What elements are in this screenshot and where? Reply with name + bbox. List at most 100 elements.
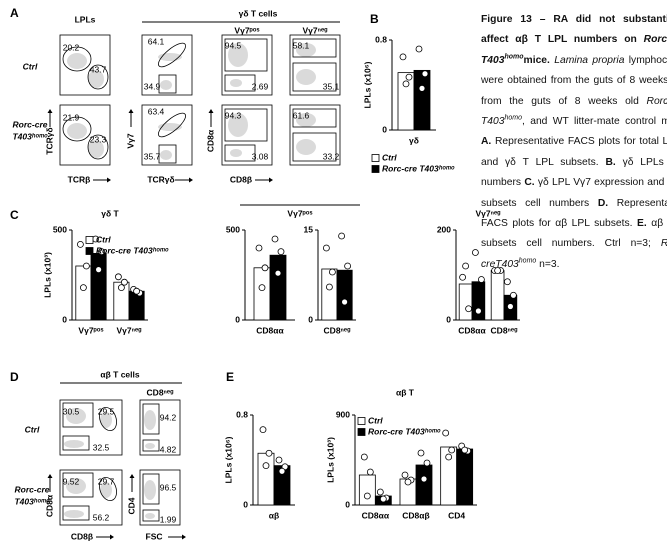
- cell-population: [88, 140, 104, 158]
- column-header: αβ T cells: [100, 369, 140, 379]
- gate: [62, 435, 90, 451]
- bar: [321, 268, 338, 321]
- legend-swatch: [357, 428, 366, 436]
- legend-swatch: [371, 165, 380, 173]
- x-tick-label: αβ: [269, 510, 279, 520]
- bar: [90, 252, 107, 321]
- data-point: [77, 240, 84, 248]
- data-point: [448, 446, 456, 454]
- legend-label: Rorc-cre T403ʰᵒᵐᵒ: [96, 245, 169, 255]
- gate-percent: 30.5: [63, 406, 80, 416]
- gate-percent: 29.5: [98, 406, 115, 416]
- cell-population: [230, 79, 242, 87]
- row-label: Rorc-cre: [13, 119, 48, 129]
- caption-run: homo: [504, 53, 524, 61]
- column-subheader: CD8ⁿᵉᵍ: [147, 387, 175, 397]
- legend-label: Ctrl: [368, 415, 383, 425]
- caption-run: E.: [637, 218, 647, 230]
- column-header: γδ T cells: [239, 8, 278, 18]
- cell-population: [296, 43, 316, 57]
- x-axis-label: FSC: [146, 531, 163, 541]
- data-point: [366, 468, 374, 476]
- x-tick-label: CD4: [448, 510, 465, 520]
- row-label: Ctrl: [23, 61, 38, 71]
- gate: [224, 144, 256, 162]
- cell-population: [144, 410, 156, 430]
- facs-plot: [221, 104, 273, 166]
- data-point: [322, 244, 330, 252]
- data-point: [278, 467, 286, 475]
- y-tick-label: 0: [235, 314, 240, 324]
- data-point: [401, 471, 409, 479]
- data-point: [363, 492, 371, 500]
- arrow-head: [182, 534, 186, 540]
- caption-run: homo: [518, 257, 537, 265]
- data-point: [417, 449, 425, 457]
- data-point: [404, 478, 412, 486]
- panel-letter: D: [10, 370, 19, 384]
- caption-run: αβ LPL subsets cell numbers. Ctrl n=3;: [481, 218, 667, 250]
- gate-percent: 63.4: [148, 106, 165, 116]
- x-tick-label: Vγ7ⁿᵉᵍ: [116, 325, 142, 335]
- gate: [62, 505, 90, 521]
- arrow-head: [128, 109, 134, 113]
- facs-plot: [221, 34, 273, 96]
- cell-population: [66, 478, 86, 494]
- gate-percent: 61.6: [293, 110, 310, 120]
- gate: [62, 472, 94, 498]
- gate: [87, 64, 109, 90]
- arrow-head: [107, 177, 111, 183]
- data-point: [402, 80, 410, 88]
- gate: [142, 439, 160, 452]
- data-point: [344, 262, 352, 270]
- x-tick-label: CD8αα: [362, 510, 390, 520]
- caption-run: γδ LPLs cell numbers: [481, 156, 667, 189]
- cell-population: [160, 80, 172, 90]
- gate-percent: 35.7: [144, 151, 161, 161]
- data-point: [121, 278, 128, 286]
- data-point: [477, 276, 485, 283]
- caption-run: Rorc-creT403: [481, 238, 667, 270]
- x-tick-label: CD8αα: [256, 325, 284, 335]
- data-point: [325, 283, 333, 291]
- cell-population: [228, 113, 248, 137]
- legend-swatch: [85, 236, 94, 244]
- gate: [158, 144, 177, 164]
- arrow-head: [269, 177, 273, 183]
- cell-population: [100, 482, 112, 498]
- gate: [142, 473, 160, 505]
- gate: [158, 74, 177, 94]
- y-tick-label: 0: [382, 124, 387, 134]
- legend-swatch: [85, 247, 94, 255]
- data-point: [277, 248, 285, 256]
- y-tick-label: 0.8: [375, 34, 387, 44]
- gate: [62, 402, 94, 428]
- row-label: T403ʰᵒᵐᵒ: [12, 131, 47, 141]
- x-axis-label: CD8β: [230, 174, 252, 184]
- x-tick-label: CD8ⁿᵉᵍ: [491, 325, 519, 335]
- y-axis-label: CD4: [126, 497, 136, 514]
- panel-letter: A: [10, 6, 19, 20]
- cell-population: [100, 412, 112, 428]
- x-tick-label: CD8ⁿᵉᵍ: [324, 325, 352, 335]
- gate: [292, 62, 337, 92]
- data-point: [83, 262, 90, 270]
- bar: [458, 283, 473, 321]
- data-point: [275, 456, 283, 464]
- y-axis-title: LPLs (x10⁶): [223, 436, 233, 483]
- data-point: [462, 262, 470, 270]
- bar: [358, 474, 376, 506]
- column-header: LPLs: [75, 14, 96, 24]
- caption-run: Rorc-cre T403: [481, 34, 667, 66]
- data-point: [442, 429, 450, 437]
- cell-population: [296, 69, 316, 85]
- y-axis-label: TCRγδ: [44, 127, 54, 154]
- legend-label: Rorc-cre T403ʰᵒᵐᵒ: [382, 163, 455, 173]
- data-point: [423, 459, 431, 467]
- data-point: [421, 70, 429, 78]
- y-axis-label: CD8α: [205, 129, 215, 152]
- y-tick-label: 200: [437, 224, 451, 234]
- data-point: [445, 453, 453, 461]
- cell-population: [67, 123, 87, 139]
